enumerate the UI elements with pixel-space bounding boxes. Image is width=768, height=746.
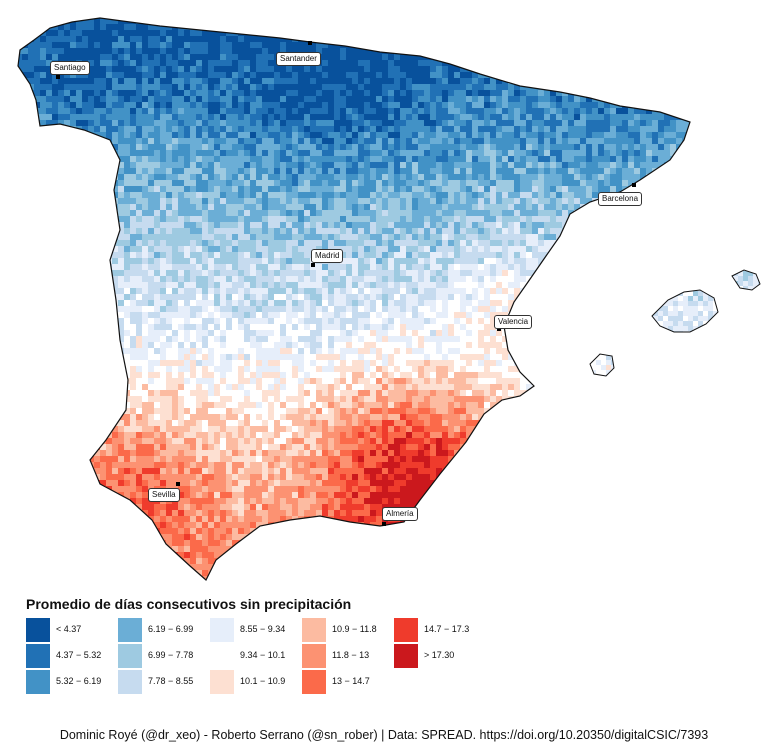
legend-item: 6.99 − 7.78 (118, 644, 218, 668)
legend-label: < 4.37 (56, 624, 82, 634)
city-label-barcelona: Barcelona (598, 192, 643, 206)
legend-label: 13 − 14.7 (332, 676, 370, 686)
city-label-madrid: Madrid (311, 249, 344, 263)
legend-item: > 17.30 (394, 644, 494, 668)
legend-item: 4.37 − 5.32 (26, 644, 126, 668)
city-label-almeria: Almería (382, 507, 418, 521)
city-marker-almeria (382, 522, 386, 526)
legend-swatch (118, 618, 142, 642)
city-label-santiago: Santiago (50, 61, 90, 75)
menorca-grid (732, 270, 760, 290)
precipitation-map (17, 17, 761, 581)
legend-label: 14.7 − 17.3 (424, 624, 470, 634)
city-marker-santander (308, 41, 312, 45)
legend-label: 10.9 − 11.8 (332, 624, 377, 634)
legend-item: 6.19 − 6.99 (118, 618, 218, 642)
legend-label: 8.55 − 9.34 (240, 624, 286, 634)
legend-title: Promedio de días consecutivos sin precip… (26, 596, 352, 612)
legend-item: 10.1 − 10.9 (210, 670, 310, 694)
legend-item: 10.9 − 11.8 (302, 618, 402, 642)
mallorca-grid (652, 290, 718, 332)
legend-swatch (302, 618, 326, 642)
legend-swatch (26, 670, 50, 694)
legend-item: 8.55 − 9.34 (210, 618, 310, 642)
city-label-santander: Santander (276, 52, 321, 66)
legend-label: 7.78 − 8.55 (148, 676, 194, 686)
city-marker-santiago (56, 75, 60, 79)
legend-swatch (302, 644, 326, 668)
legend-swatch (394, 644, 418, 668)
legend-item: 14.7 − 17.3 (394, 618, 494, 642)
legend-label: 9.34 − 10.1 (240, 650, 286, 660)
legend-item: 5.32 − 6.19 (26, 670, 126, 694)
legend-item: 13 − 14.7 (302, 670, 402, 694)
legend-swatch (394, 618, 418, 642)
legend-swatch (210, 670, 234, 694)
legend-swatch (210, 644, 234, 668)
legend-label: 4.37 − 5.32 (56, 650, 102, 660)
legend-swatch (26, 644, 50, 668)
mainland-grid (18, 18, 690, 580)
city-marker-madrid (311, 263, 315, 267)
legend-swatch (26, 618, 50, 642)
city-label-sevilla: Sevilla (148, 488, 180, 502)
legend-label: > 17.30 (424, 650, 455, 660)
legend-swatch (118, 670, 142, 694)
legend-label: 10.1 − 10.9 (240, 676, 286, 686)
legend-item: 9.34 − 10.1 (210, 644, 310, 668)
legend-swatch (210, 618, 234, 642)
legend-label: 11.8 − 13 (332, 650, 370, 660)
legend-label: 6.19 − 6.99 (148, 624, 194, 634)
legend-swatch (302, 670, 326, 694)
legend-item: 11.8 − 13 (302, 644, 402, 668)
legend-item: 7.78 − 8.55 (118, 670, 218, 694)
city-marker-valencia (497, 327, 501, 331)
city-marker-barcelona (632, 183, 636, 187)
legend-item: < 4.37 (26, 618, 126, 642)
city-marker-sevilla (176, 482, 180, 486)
city-label-valencia: Valencia (494, 315, 533, 329)
legend-swatch (118, 644, 142, 668)
legend-label: 6.99 − 7.78 (148, 650, 194, 660)
legend-label: 5.32 − 6.19 (56, 676, 102, 686)
caption: Dominic Royé (@dr_xeo) - Roberto Serrano… (59, 728, 709, 742)
